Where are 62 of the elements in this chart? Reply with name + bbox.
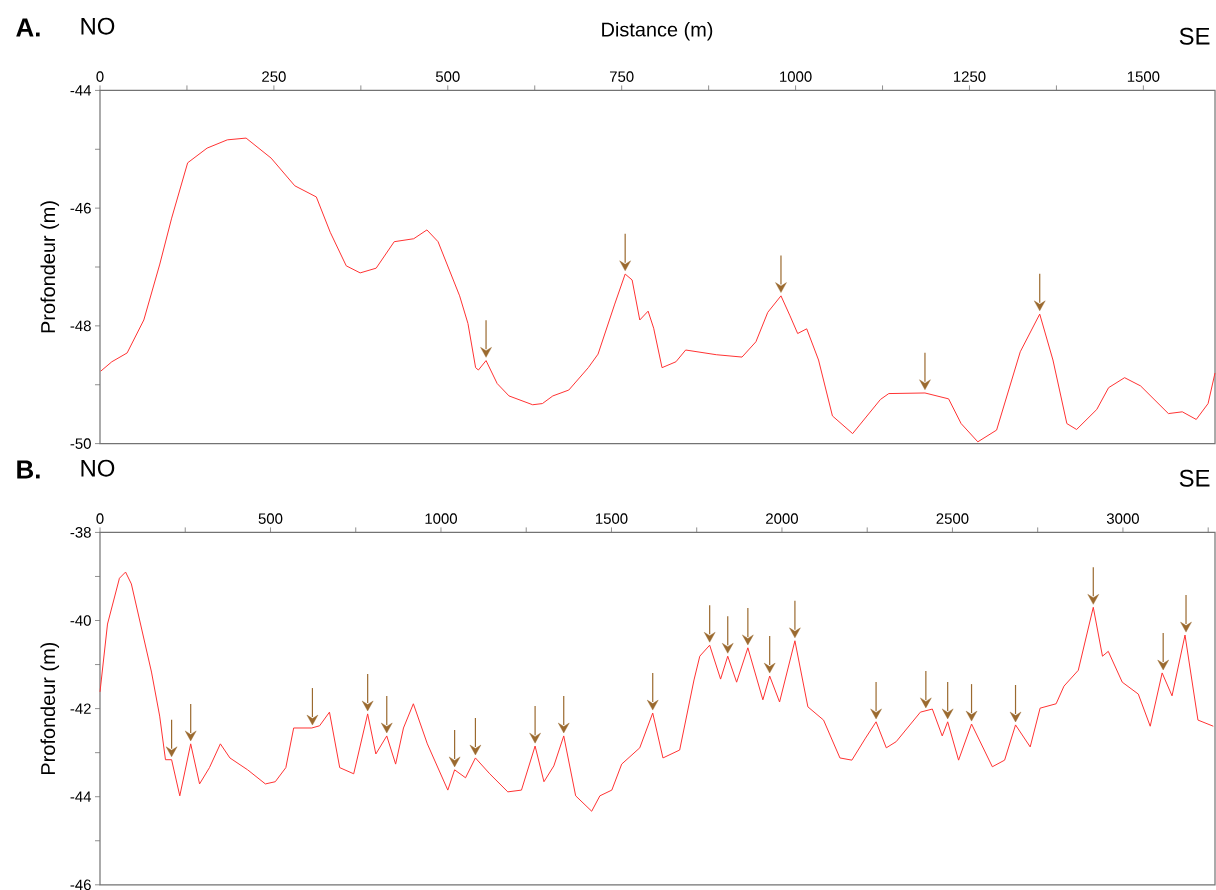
point [647,699,659,711]
point [742,634,754,646]
point [469,744,482,756]
x-tick-label: 250 [262,71,286,82]
point [920,697,932,709]
point [381,722,393,734]
y-tick-label: -50 [70,438,91,449]
point [1034,300,1046,312]
point [619,260,631,272]
x-tick-label: 1500 [1127,71,1160,82]
point [1157,659,1169,671]
y-tick-label: -48 [70,320,91,332]
x-tick-label: 3000 [1106,513,1139,524]
point [722,643,734,654]
x-tick-label: 1250 [954,71,986,82]
point [789,627,801,639]
y-axis-title: Profondeur (m) [40,642,60,774]
point [941,708,954,720]
point [763,662,776,674]
point [529,732,541,744]
x-tick-label: 0 [96,513,104,524]
x-tick-label: 1000 [780,71,812,82]
y-tick-label: -46 [70,202,91,214]
x-tick-label: 2000 [766,513,798,524]
point [1009,711,1022,723]
point [361,700,374,712]
text: NO [81,17,115,35]
point [703,632,716,643]
x-tick-label: 750 [609,71,634,82]
point [448,756,461,768]
chart-title: B. [17,460,40,479]
line-series [99,571,1214,812]
y-tick-label: -38 [70,527,91,538]
y-tick-label: -42 [70,703,91,714]
point [306,714,319,726]
point [1087,594,1099,605]
y-tick-label: -46 [70,879,91,890]
chart-title: A. [16,18,40,37]
text: SE [1179,469,1210,487]
text: SE [1179,27,1210,45]
point [1180,621,1192,633]
y-axis-title: Profondeur (m) [40,201,60,333]
y-tick-label: -44 [70,85,92,96]
x-tick-label: 0 [96,71,104,82]
point [480,347,492,358]
x-tick-label: 500 [435,71,460,82]
point [870,708,882,720]
x-tick-label: 1500 [595,513,628,524]
point [775,282,787,293]
point [185,730,197,742]
point [165,746,178,757]
line-series [100,137,1216,443]
y-tick-label: -44 [70,791,92,802]
point [919,379,931,390]
point [965,710,978,722]
x-axis-title: Distance (m) [602,21,713,41]
x-tick-label: 2500 [936,513,969,524]
point [558,722,570,734]
y-tick-label: -40 [70,615,91,626]
x-tick-label: 500 [258,513,283,524]
x-tick-label: 1000 [425,513,457,524]
text: NO [81,459,115,477]
